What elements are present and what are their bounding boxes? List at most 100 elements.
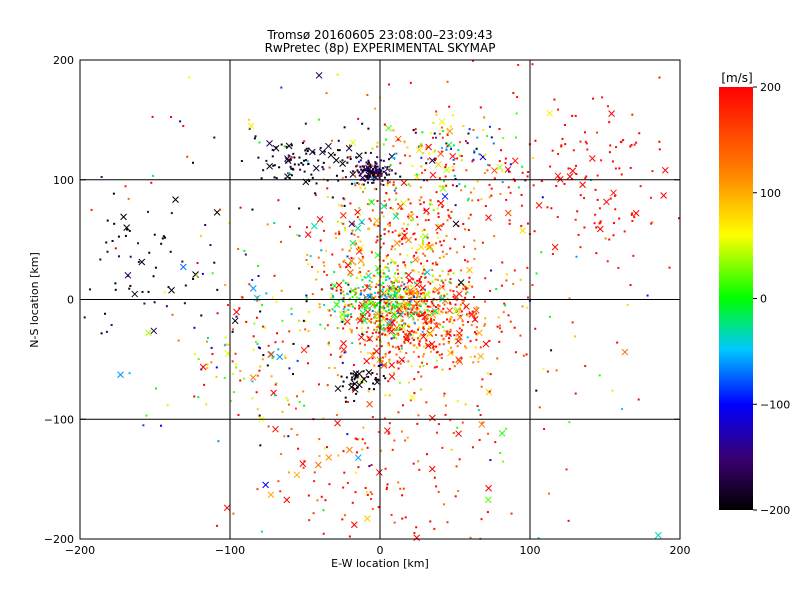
data-point: [279, 490, 282, 493]
data-point: [425, 302, 428, 305]
data-point: [359, 186, 362, 189]
data-point-x: [472, 307, 480, 314]
data-point: [356, 376, 359, 379]
data-point: [380, 363, 383, 366]
data-point: [585, 142, 588, 145]
data-point: [376, 199, 379, 202]
data-point: [295, 395, 298, 398]
data-point: [152, 275, 155, 278]
data-point: [203, 383, 206, 386]
data-point: [406, 314, 409, 317]
data-point: [300, 162, 303, 165]
data-point: [404, 272, 407, 275]
data-point: [374, 161, 377, 164]
data-point: [417, 371, 420, 374]
data-point: [388, 198, 391, 201]
data-point: [388, 351, 391, 354]
data-point: [451, 114, 454, 117]
data-point-x: [351, 386, 359, 393]
data-point: [376, 141, 379, 144]
data-point: [517, 63, 520, 66]
scatter-points: [83, 59, 680, 542]
data-point: [521, 165, 524, 168]
data-point: [444, 166, 447, 169]
data-point: [608, 151, 611, 154]
data-point: [388, 303, 391, 306]
data-point: [454, 495, 457, 498]
data-point: [367, 161, 370, 164]
data-point: [611, 389, 614, 392]
data-point: [419, 186, 422, 189]
data-point: [429, 282, 432, 285]
data-point: [440, 334, 443, 337]
data-point: [141, 290, 144, 293]
data-point: [413, 392, 416, 395]
data-point: [356, 438, 359, 441]
data-point: [395, 287, 398, 290]
data-point: [404, 307, 407, 310]
data-point: [359, 159, 362, 162]
data-point: [421, 361, 424, 364]
data-point: [490, 187, 493, 190]
data-point: [412, 313, 415, 316]
data-point: [290, 167, 293, 170]
data-point: [488, 390, 491, 393]
data-point: [355, 276, 358, 279]
data-point: [481, 421, 484, 424]
data-point: [465, 169, 468, 172]
data-point: [302, 319, 305, 322]
data-point: [395, 329, 398, 332]
data-point: [360, 292, 363, 295]
data-point: [422, 265, 425, 268]
data-point: [342, 310, 345, 313]
data-point: [407, 223, 410, 226]
data-point: [489, 373, 492, 376]
data-point: [256, 374, 259, 377]
data-point: [426, 179, 429, 182]
data-point: [435, 333, 438, 336]
data-point: [448, 320, 451, 323]
data-point: [416, 292, 419, 295]
data-point-x: [392, 276, 400, 283]
data-point: [336, 149, 339, 152]
data-point: [252, 348, 255, 351]
data-point: [355, 327, 358, 330]
data-point-x: [253, 294, 261, 302]
data-point-x: [380, 202, 388, 210]
data-point: [418, 277, 421, 280]
data-point: [488, 183, 491, 186]
data-point: [299, 168, 302, 171]
data-point: [323, 327, 326, 330]
data-point: [262, 354, 265, 357]
data-point: [608, 121, 611, 124]
data-point: [486, 511, 489, 514]
data-point: [443, 392, 446, 395]
data-point: [355, 451, 358, 454]
data-point: [388, 358, 391, 361]
data-point: [254, 135, 257, 138]
data-point: [541, 196, 544, 199]
data-point: [445, 142, 448, 145]
data-point: [337, 299, 340, 302]
data-point: [572, 149, 575, 152]
data-point: [402, 322, 405, 325]
data-point: [385, 303, 388, 306]
data-point: [519, 334, 522, 337]
data-point: [369, 171, 372, 174]
x-tick-label: 100: [520, 544, 541, 557]
data-point-x: [433, 286, 441, 294]
data-point: [280, 289, 283, 292]
data-point: [499, 193, 502, 196]
data-point: [364, 308, 367, 311]
data-point: [453, 162, 456, 165]
data-point: [471, 59, 474, 62]
data-point: [407, 183, 410, 186]
data-point-x: [610, 189, 617, 197]
data-point: [83, 316, 86, 319]
data-point: [418, 340, 421, 343]
data-point: [245, 320, 248, 323]
data-point: [193, 326, 196, 329]
data-point-x: [485, 484, 492, 492]
data-point: [388, 360, 391, 363]
data-point: [413, 286, 416, 289]
